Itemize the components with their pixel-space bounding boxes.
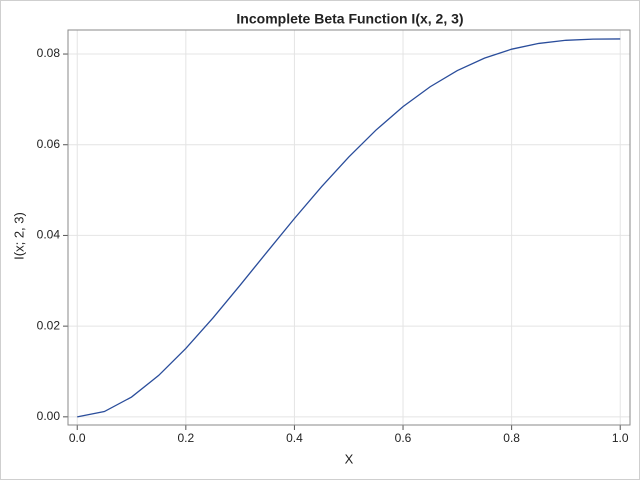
x-tick-label: 0.2 [177, 431, 194, 445]
x-tick-label: 0.8 [503, 431, 520, 445]
x-tick-label: 1.0 [612, 431, 629, 445]
y-tick-label: 0.08 [37, 46, 61, 60]
y-tick-label: 0.02 [37, 318, 61, 332]
x-tick-label: 0.0 [69, 431, 86, 445]
y-tick-label: 0.06 [37, 137, 61, 151]
plot-frame [67, 29, 631, 426]
data-line [77, 38, 621, 418]
x-tick-label: 0.6 [395, 431, 412, 445]
x-tick-label: 0.4 [286, 431, 303, 445]
y-axis-label: I(x; 2, 3) [11, 212, 26, 260]
y-tick-label: 0.00 [37, 409, 61, 423]
x-axis-label: X [345, 451, 354, 466]
y-tick-label: 0.04 [37, 228, 61, 242]
chart-title: Incomplete Beta Function I(x, 2, 3) [236, 11, 463, 27]
